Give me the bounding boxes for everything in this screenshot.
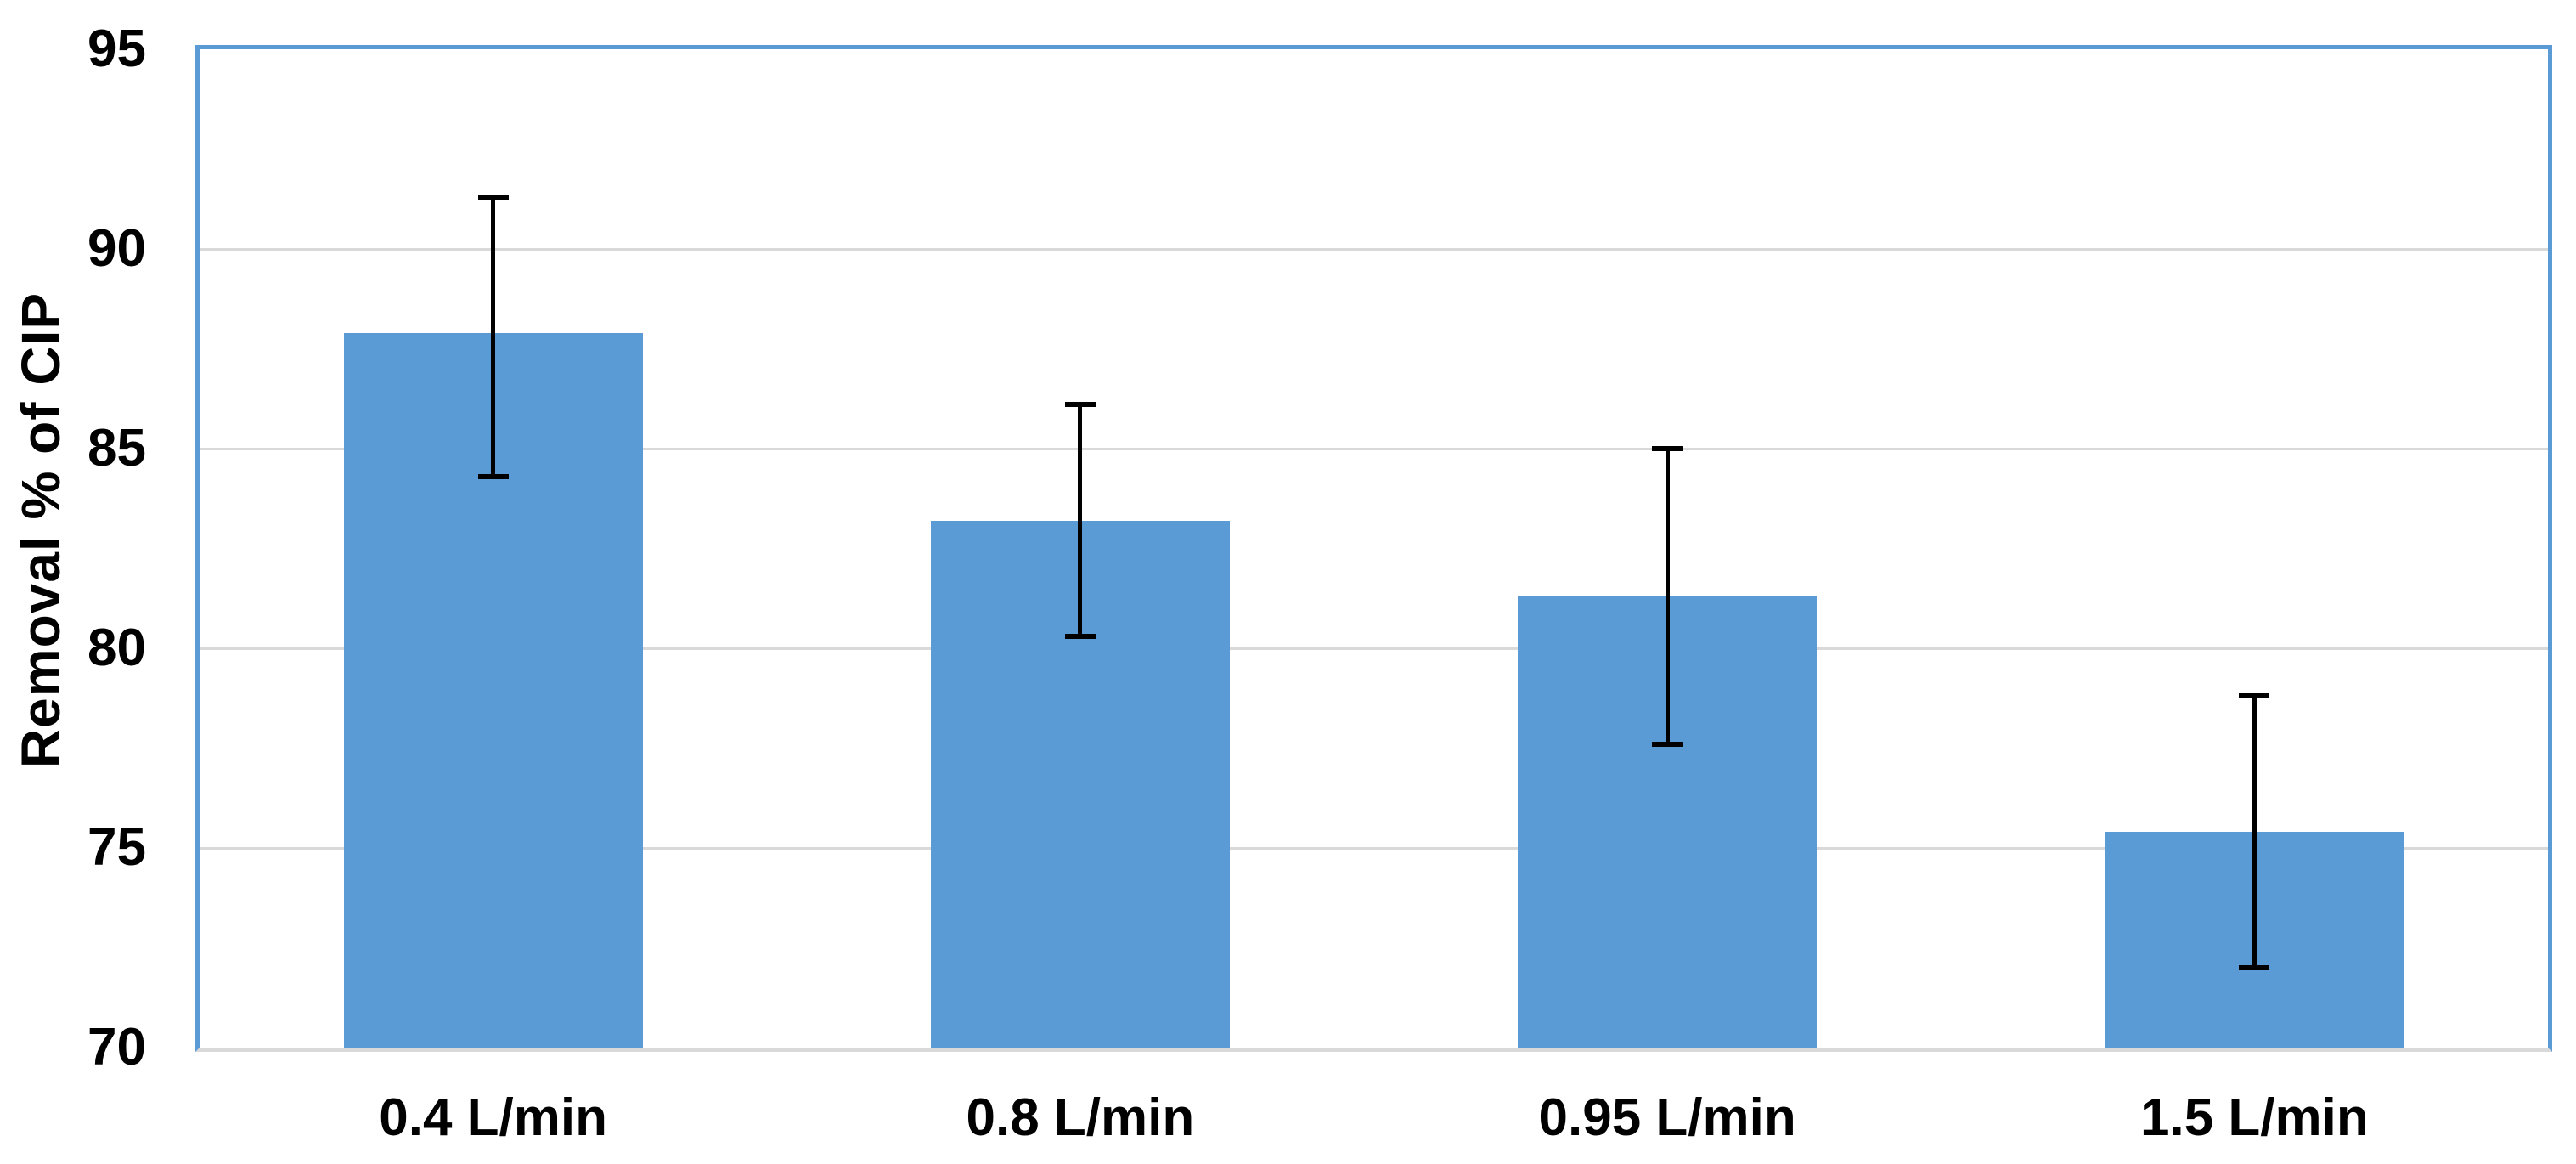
error-bar-cap — [2239, 693, 2270, 699]
gridline — [200, 846, 2548, 850]
error-bar-cap — [477, 194, 509, 200]
y-tick-label: 90 — [87, 219, 146, 278]
error-bar — [2252, 696, 2257, 968]
error-bar-cap — [1064, 402, 1096, 408]
error-bar-cap — [1652, 741, 1683, 747]
y-axis-title: Removal % of CIP — [10, 291, 71, 769]
plot-area — [195, 45, 2552, 1052]
plot-inner — [200, 49, 2548, 1048]
y-tick-label: 95 — [87, 20, 146, 78]
gridline — [200, 647, 2548, 650]
x-category-label: 0.95 L/min — [1538, 1088, 1796, 1147]
error-bar — [1665, 449, 1670, 744]
y-tick-label: 75 — [87, 818, 146, 877]
y-tick-label: 85 — [87, 419, 146, 477]
y-tick-label: 80 — [87, 619, 146, 677]
error-bar — [491, 196, 496, 477]
error-bar-cap — [2239, 965, 2270, 970]
x-category-label: 1.5 L/min — [2140, 1088, 2369, 1147]
x-category-label: 0.8 L/min — [966, 1088, 1195, 1147]
error-bar-cap — [1652, 446, 1683, 451]
error-bar — [1078, 404, 1083, 636]
error-bar-cap — [477, 473, 509, 479]
gridline — [200, 247, 2548, 251]
gridline — [200, 447, 2548, 450]
x-category-label: 0.4 L/min — [379, 1088, 607, 1147]
error-bar-cap — [1064, 633, 1096, 639]
y-tick-label: 70 — [87, 1018, 146, 1076]
